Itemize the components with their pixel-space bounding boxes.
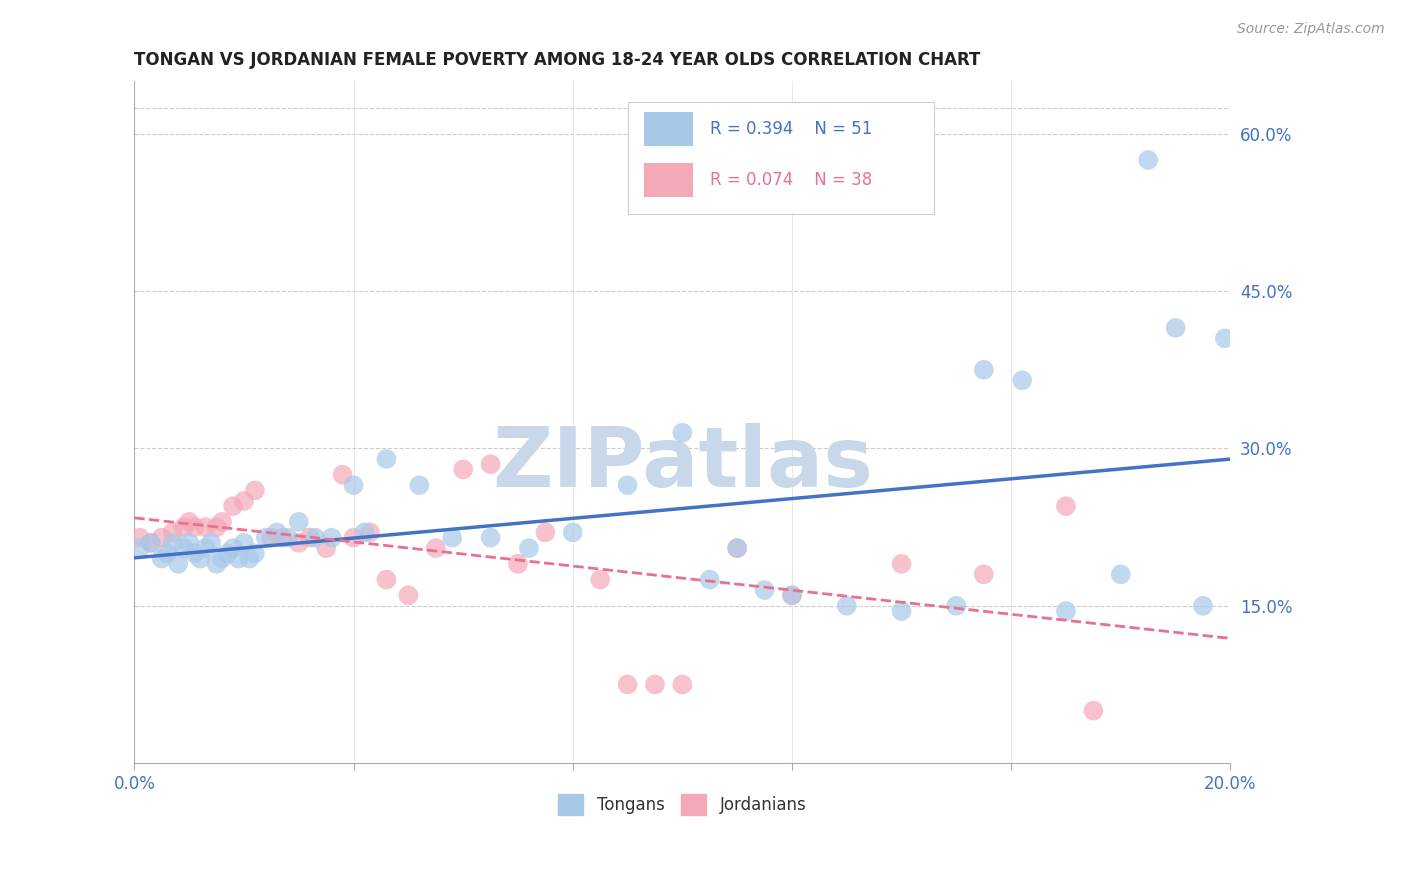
Point: [277, 531, 299, 545]
Point: [890, 604, 912, 618]
Bar: [644, 163, 693, 197]
Text: R = 0.074    N = 38: R = 0.074 N = 38: [710, 171, 872, 189]
Point: [671, 425, 693, 440]
Point: [211, 515, 233, 529]
Point: [183, 520, 205, 534]
Point: [1109, 567, 1132, 582]
Point: [780, 588, 803, 602]
Point: [408, 478, 430, 492]
Point: [222, 499, 245, 513]
Point: [517, 541, 540, 555]
Point: [353, 525, 375, 540]
Point: [128, 531, 150, 545]
Point: [396, 588, 419, 602]
Point: [194, 541, 217, 555]
Point: [179, 536, 201, 550]
Point: [266, 525, 288, 540]
Point: [260, 531, 283, 545]
Point: [332, 467, 354, 482]
Point: [139, 536, 162, 550]
Point: [616, 677, 638, 691]
Point: [167, 557, 190, 571]
Point: [754, 583, 776, 598]
Bar: [644, 112, 693, 146]
Point: [1083, 704, 1105, 718]
Point: [699, 573, 721, 587]
Point: [479, 531, 502, 545]
Point: [287, 515, 309, 529]
Point: [139, 536, 162, 550]
Point: [179, 515, 201, 529]
Point: [780, 588, 803, 602]
Point: [1137, 153, 1160, 167]
Point: [890, 557, 912, 571]
Point: [534, 525, 557, 540]
Point: [671, 677, 693, 691]
Legend: Tongans, Jordanians: Tongans, Jordanians: [550, 786, 814, 823]
Point: [287, 536, 309, 550]
Point: [233, 494, 256, 508]
Point: [238, 551, 260, 566]
Point: [228, 551, 250, 566]
Text: R = 0.394    N = 51: R = 0.394 N = 51: [710, 120, 872, 138]
Point: [425, 541, 447, 555]
Point: [128, 541, 150, 555]
Point: [342, 478, 364, 492]
Point: [375, 452, 398, 467]
Point: [222, 541, 245, 555]
Point: [725, 541, 748, 555]
Point: [479, 457, 502, 471]
Point: [162, 525, 184, 540]
Point: [1011, 373, 1033, 387]
Point: [451, 462, 474, 476]
Point: [725, 541, 748, 555]
Point: [1192, 599, 1215, 613]
Point: [589, 573, 612, 587]
Point: [173, 520, 195, 534]
Point: [1054, 499, 1077, 513]
Point: [188, 551, 211, 566]
Point: [359, 525, 381, 540]
Point: [321, 531, 343, 545]
Point: [271, 531, 294, 545]
Point: [150, 551, 173, 566]
Point: [1213, 331, 1236, 345]
Point: [183, 546, 205, 560]
Point: [162, 536, 184, 550]
Point: [1164, 321, 1187, 335]
Point: [375, 573, 398, 587]
FancyBboxPatch shape: [627, 102, 935, 214]
Point: [973, 363, 995, 377]
Point: [644, 677, 666, 691]
Point: [561, 525, 583, 540]
Point: [233, 536, 256, 550]
Text: ZIPatlas: ZIPatlas: [492, 423, 873, 504]
Point: [243, 483, 266, 498]
Point: [835, 599, 858, 613]
Point: [342, 531, 364, 545]
Point: [173, 541, 195, 555]
Point: [315, 541, 337, 555]
Point: [254, 531, 277, 545]
Point: [205, 520, 228, 534]
Point: [205, 557, 228, 571]
Point: [243, 546, 266, 560]
Point: [194, 520, 217, 534]
Point: [1054, 604, 1077, 618]
Text: TONGAN VS JORDANIAN FEMALE POVERTY AMONG 18-24 YEAR OLDS CORRELATION CHART: TONGAN VS JORDANIAN FEMALE POVERTY AMONG…: [135, 51, 981, 69]
Point: [506, 557, 529, 571]
Point: [211, 551, 233, 566]
Point: [200, 536, 222, 550]
Point: [441, 531, 464, 545]
Point: [217, 546, 239, 560]
Point: [616, 478, 638, 492]
Point: [150, 531, 173, 545]
Point: [298, 531, 321, 545]
Point: [156, 546, 179, 560]
Point: [973, 567, 995, 582]
Point: [304, 531, 326, 545]
Point: [945, 599, 967, 613]
Text: Source: ZipAtlas.com: Source: ZipAtlas.com: [1237, 22, 1385, 37]
